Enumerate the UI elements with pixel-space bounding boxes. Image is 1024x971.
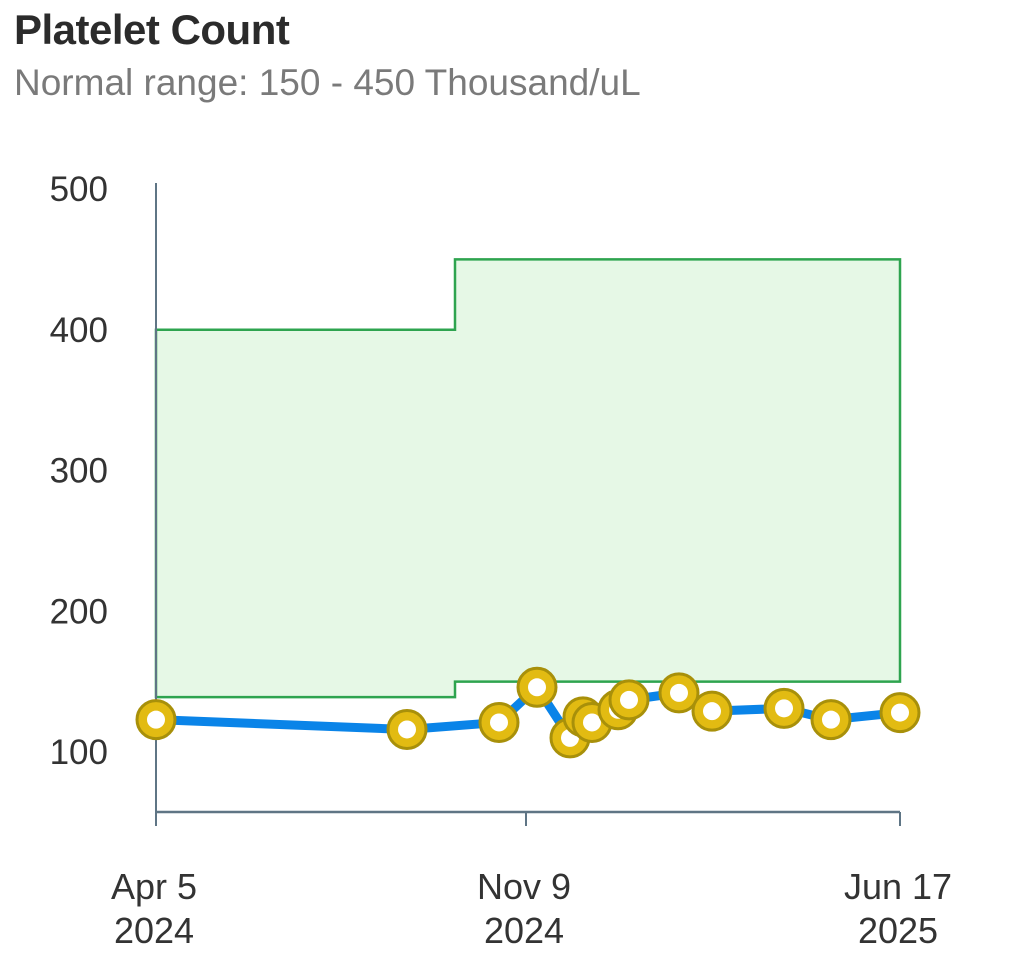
data-point-marker[interactable] xyxy=(763,687,805,729)
data-point-marker[interactable] xyxy=(135,699,177,741)
x-tick-label: Jun 17 xyxy=(844,866,952,907)
data-point-marker[interactable] xyxy=(516,666,558,708)
data-point-marker[interactable] xyxy=(386,708,428,750)
data-point-marker[interactable] xyxy=(879,692,921,734)
normal-range-subtitle: Normal range: 150 - 450 Thousand/uL xyxy=(14,62,641,103)
y-tick-label: 300 xyxy=(50,452,108,491)
data-point-marker[interactable] xyxy=(810,699,852,741)
reference-range-band xyxy=(154,258,902,699)
y-axis: 100 200 300 400 500 xyxy=(50,170,157,825)
x-tick-year: 2024 xyxy=(484,910,564,951)
data-point-marker[interactable] xyxy=(691,690,733,732)
data-point-marker[interactable] xyxy=(658,672,700,714)
x-tick-label: Nov 9 xyxy=(477,866,571,907)
x-tick-year: 2024 xyxy=(114,910,194,951)
normal-range-area xyxy=(154,258,902,699)
x-tick-label: Apr 5 xyxy=(111,866,197,907)
y-tick-label: 500 xyxy=(50,170,108,209)
data-point-marker[interactable] xyxy=(478,701,520,743)
chart-title: Platelet Count xyxy=(14,6,290,53)
y-tick-label: 400 xyxy=(50,311,108,350)
y-tick-label: 200 xyxy=(50,592,108,631)
y-tick-label: 100 xyxy=(50,733,108,772)
data-markers[interactable] xyxy=(135,666,921,759)
x-tick-year: 2025 xyxy=(858,910,938,951)
data-point-marker[interactable] xyxy=(608,679,650,721)
